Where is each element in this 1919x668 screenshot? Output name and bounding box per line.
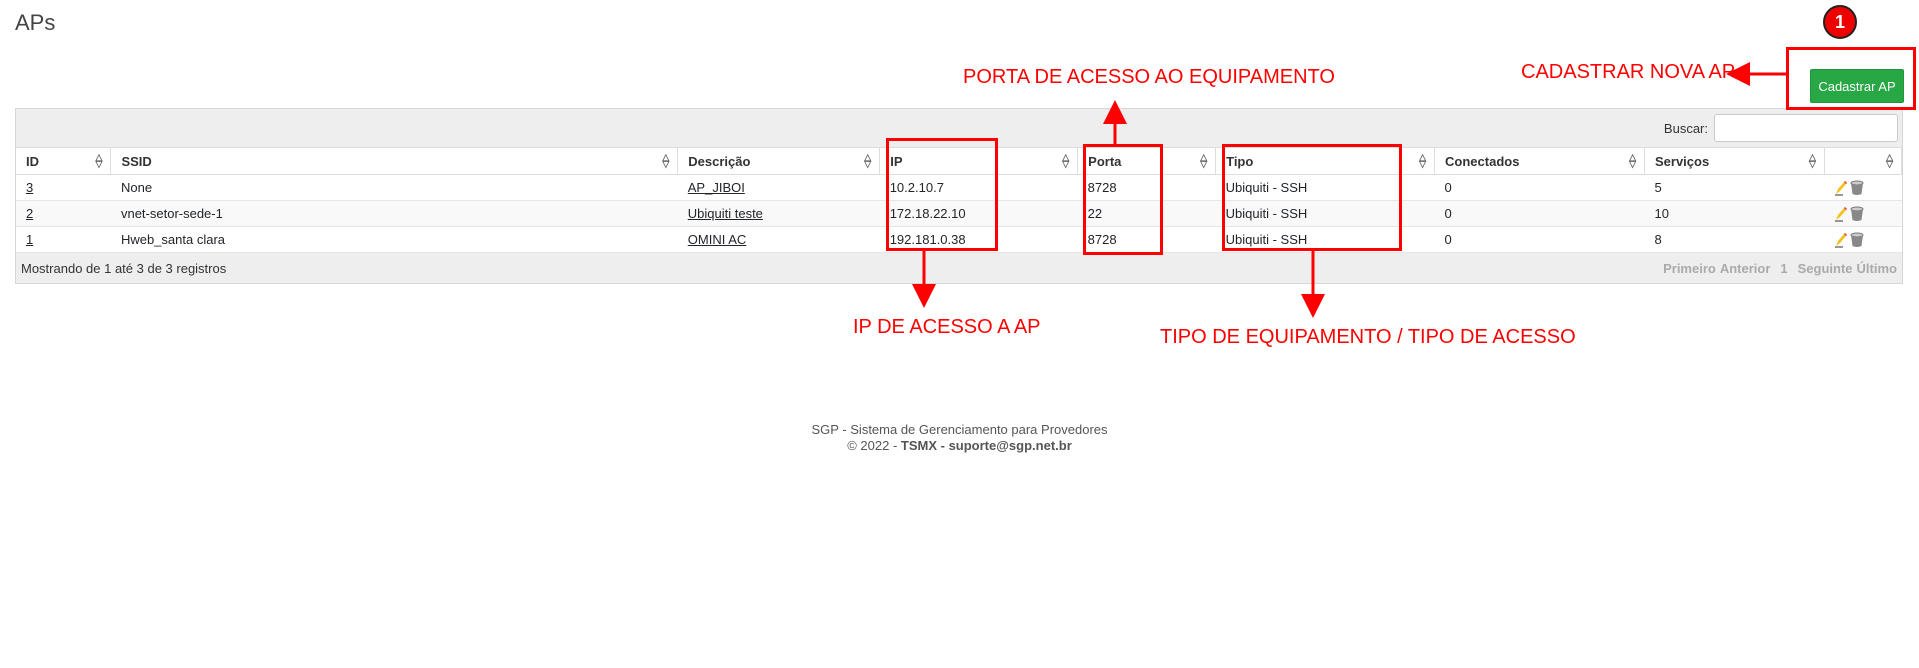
cell-conectados: 0 [1434,200,1645,227]
pager-prev[interactable]: Anterior [1719,260,1771,276]
sort-icon: △ ▽ [1629,152,1636,169]
edit-icon[interactable] [1834,232,1848,248]
sort-icon: △ ▽ [1886,152,1893,169]
pagination: Primeiro Anterior 1 Seguinte Último [1657,261,1897,276]
cell-descricao: Ubiquiti teste [677,200,880,227]
cell-tipo: Ubiquiti - SSH [1215,174,1435,201]
pager-next[interactable]: Seguinte [1797,260,1853,276]
column-header[interactable]: Tipo △ ▽ [1215,147,1436,175]
cell-tipo: Ubiquiti - SSH [1215,200,1435,227]
highlight-add-button [1786,47,1916,110]
cell-ssid: vnet-setor-sede-1 [110,200,678,227]
column-header[interactable]: ID △ ▽ [16,147,112,175]
annotation-porta: PORTA DE ACESSO AO EQUIPAMENTO [963,66,1335,88]
cell-conectados: 0 [1434,174,1645,201]
search-label: Buscar: [1663,120,1708,136]
page-title: APs [15,10,56,35]
descricao-link[interactable]: Ubiquiti teste [687,206,763,221]
column-header[interactable]: Descrição △ ▽ [677,147,881,175]
annotation-add: CADASTRAR NOVA AP [1521,61,1736,83]
descricao-link[interactable]: AP_JIBOI [687,180,745,195]
search-input[interactable] [1714,114,1898,142]
table-info: Mostrando de 1 até 3 de 3 registros [21,260,227,276]
cell-ssid: Hweb_santa clara [110,226,678,253]
column-label: Serviços [1654,153,1710,169]
sort-icon: △ ▽ [662,152,670,169]
cell-ip: 172.18.22.10 [879,200,1078,227]
cell-porta: 8728 [1077,174,1216,201]
delete-icon[interactable] [1850,180,1864,196]
table-footer: Mostrando de 1 até 3 de 3 registros Prim… [16,252,1902,284]
id-link[interactable]: 1 [26,232,34,247]
cell-servicos: 5 [1644,174,1825,201]
cell-actions [1824,174,1902,201]
cell-descricao: AP_JIBOI [677,174,880,201]
cell-porta: 8728 [1077,226,1216,253]
highlight-ip-column [886,138,998,251]
footer-line2: © 2022 - TSMX - suporte@sgp.net.br [0,438,1919,453]
column-label: Conectados [1445,153,1520,169]
sort-icon: △ ▽ [1419,152,1427,169]
edit-icon[interactable] [1834,180,1848,196]
id-link[interactable]: 2 [26,206,34,221]
cell-actions [1824,226,1902,253]
pager-current[interactable]: 1 [1780,260,1788,276]
column-label: Porta [1088,153,1122,169]
cell-porta: 22 [1077,200,1216,227]
cell-actions [1824,200,1902,227]
highlight-porta-column [1083,144,1163,255]
table-row: 2 vnet-setor-sede-1 Ubiquiti teste 172.18.2… [16,200,1902,227]
cell-descricao: OMINI AC [677,226,880,253]
sort-icon: △ ▽ [1062,152,1070,169]
cell-servicos: 10 [1644,200,1825,227]
step-badge: 1 [1823,5,1857,39]
footer-company: TSMX - suporte@sgp.net.br [900,438,1072,453]
delete-icon[interactable] [1850,232,1864,248]
column-header[interactable]: IP △ ▽ [879,147,1079,175]
column-header[interactable]: Serviços △ ▽ [1644,147,1825,175]
cell-id: 2 [16,200,111,227]
column-label: IP [890,153,903,169]
cell-ssid: None [110,174,678,201]
table-row: 1 Hweb_santa clara OMINI AC 192.181.0.38 872… [16,226,1902,253]
aps-table-panel: Buscar: ID △ ▽ SSID △ ▽ Descrição △ ▽ IP △ ▽ Porta △ ▽… [15,108,1903,284]
pager-first[interactable]: Primeiro [1663,260,1716,276]
column-header[interactable]: Conectados △ ▽ [1434,147,1645,175]
cell-id: 1 [16,226,111,253]
sort-icon: △ ▽ [95,152,103,169]
sort-icon: △ ▽ [1200,152,1208,169]
highlight-tipo-column [1222,144,1402,251]
column-header[interactable]: Porta △ ▽ [1077,147,1217,175]
aps-table: ID △ ▽ SSID △ ▽ Descrição △ ▽ IP △ ▽ Porta △ ▽ Tipo △ ▽ Co… [16,147,1903,253]
table-row: 3 None AP_JIBOI 10.2.10.7 8728 Ubiquiti - SSH… [16,174,1902,201]
column-header[interactable]: SSID △ ▽ [110,147,679,175]
edit-icon[interactable] [1834,206,1848,222]
column-label: SSID [121,153,152,169]
column-header[interactable]: △ ▽ [1824,147,1903,175]
id-link[interactable]: 3 [26,180,34,195]
column-label: Tipo [1226,153,1254,169]
sort-icon: △ ▽ [864,152,872,169]
column-label: ID [26,153,39,169]
annotation-tipo: TIPO DE EQUIPAMENTO / TIPO DE ACESSO [1160,326,1576,348]
descricao-link[interactable]: OMINI AC [687,232,747,247]
sort-icon: △ ▽ [1809,152,1816,169]
pager-last[interactable]: Último [1856,260,1897,276]
delete-icon[interactable] [1850,206,1864,222]
cell-conectados: 0 [1434,226,1645,253]
add-ap-button[interactable]: Cadastrar AP [1810,69,1904,103]
footer-line1: SGP - Sistema de Gerenciamento para Prov… [811,422,1108,437]
cell-ip: 10.2.10.7 [879,174,1078,201]
search-box: Buscar: [1664,109,1902,147]
cell-id: 3 [16,174,111,201]
column-label: Descrição [688,153,751,169]
footer-copyright: © 2022 - [847,438,901,453]
cell-servicos: 8 [1644,226,1825,253]
annotation-ip: IP DE ACESSO A AP [853,316,1041,338]
